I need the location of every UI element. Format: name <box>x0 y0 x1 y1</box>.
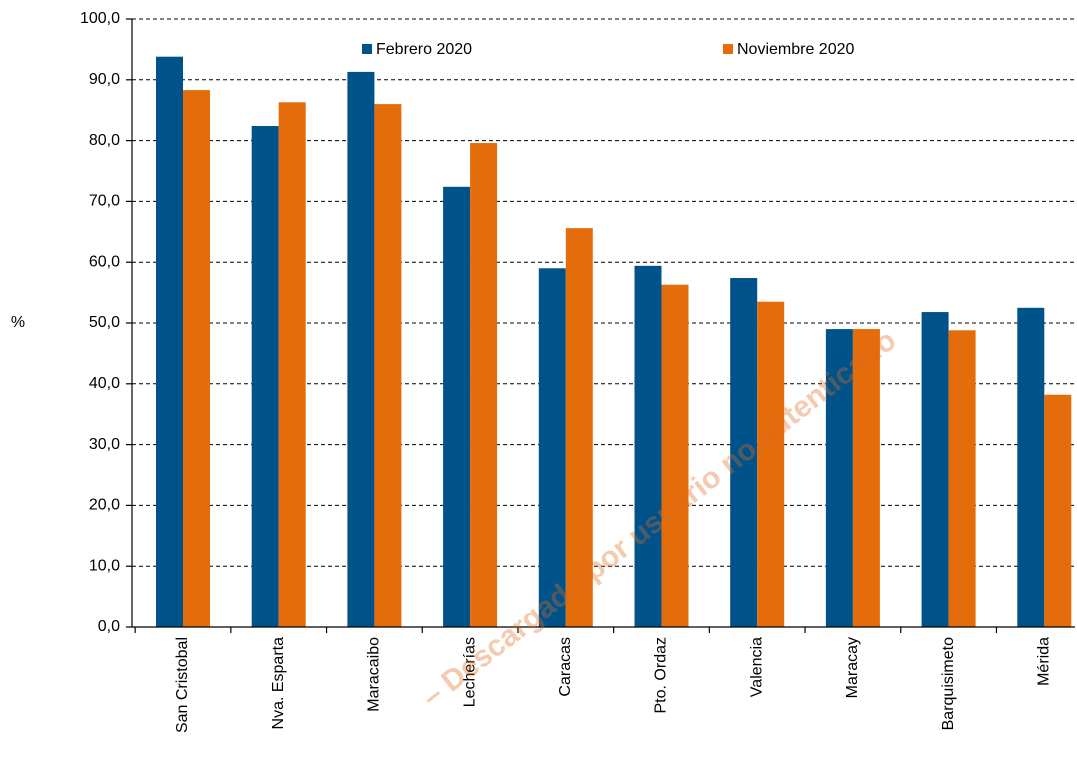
bar <box>278 102 306 627</box>
y-tick-label: 0,0 <box>98 618 120 635</box>
x-tick-label: Nva. Esparta <box>270 637 287 730</box>
x-tick-label: Lecherías <box>461 637 478 707</box>
bar <box>183 90 210 628</box>
y-axis-label: % <box>11 314 25 331</box>
bar <box>825 329 853 627</box>
x-tick-label: Maracaibo <box>366 637 383 712</box>
y-tick-label: 10,0 <box>89 557 120 574</box>
legend-label: Febrero 2020 <box>376 41 472 58</box>
bar <box>538 268 566 627</box>
bar <box>156 56 183 628</box>
bar <box>661 284 689 627</box>
bar <box>470 143 498 628</box>
bar <box>948 330 976 627</box>
y-tick-label: 30,0 <box>89 436 120 453</box>
bar <box>921 312 949 627</box>
x-tick-label: Caracas <box>557 637 574 697</box>
bar <box>443 186 471 628</box>
y-tick-label: 40,0 <box>89 375 120 392</box>
bar <box>1017 307 1045 627</box>
bar <box>757 301 785 627</box>
bar <box>347 71 375 628</box>
legend-swatch <box>362 44 372 54</box>
y-tick-label: 90,0 <box>89 71 120 88</box>
y-tick-label: 100,0 <box>80 10 120 27</box>
bar <box>730 278 758 627</box>
y-tick-label: 60,0 <box>89 253 120 270</box>
bar <box>374 104 402 628</box>
x-tick-label: Valencia <box>748 637 765 697</box>
y-tick-label: 80,0 <box>89 132 120 149</box>
x-tick-label: Maracay <box>844 637 861 698</box>
x-tick-label: San Cristobal <box>174 637 191 733</box>
y-tick-label: 20,0 <box>89 497 120 514</box>
bar <box>565 228 593 628</box>
legend-swatch <box>723 44 733 54</box>
y-tick-label: 50,0 <box>89 314 120 331</box>
bar <box>852 329 880 627</box>
bar <box>1044 394 1072 627</box>
x-tick-label: Barquisimeto <box>940 637 957 730</box>
bar <box>251 126 279 628</box>
y-tick-label: 70,0 <box>89 193 120 210</box>
x-tick-label: Pto. Ordaz <box>653 637 670 713</box>
legend-label: Noviembre 2020 <box>737 41 855 58</box>
bar <box>634 265 662 627</box>
x-tick-label: Mérida <box>1036 637 1053 686</box>
